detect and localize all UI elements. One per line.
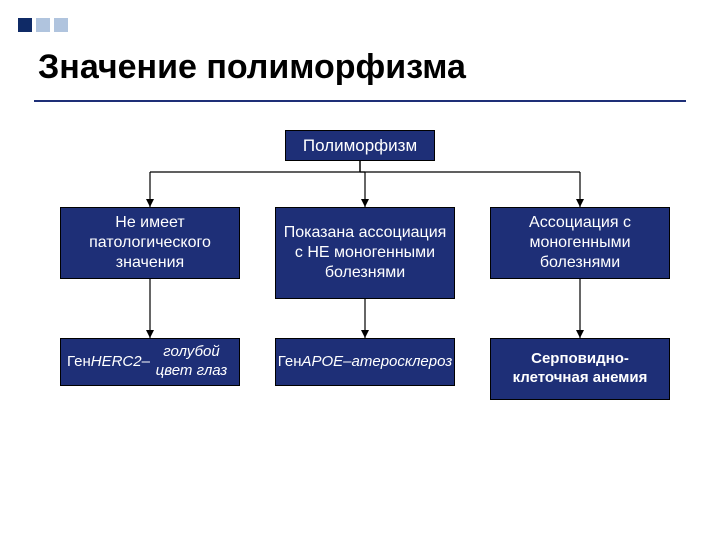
node-leaf-2: Ген APOE – атеросклероз xyxy=(275,338,455,386)
slide: Значение полиморфизма Полиморфизм Не име… xyxy=(0,0,720,540)
node-leaf-1: Ген HERC2 – голубой цвет глаз xyxy=(60,338,240,386)
node-branch-3: Ассоциация с моногенными болезнями xyxy=(490,207,670,279)
node-branch-2: Показана ассоциация с НЕ моногенными бол… xyxy=(275,207,455,299)
node-root: Полиморфизм xyxy=(285,130,435,161)
node-branch-1: Не имеет патологического значения xyxy=(60,207,240,279)
node-leaf-3: Серповидно-клеточная анемия xyxy=(490,338,670,400)
